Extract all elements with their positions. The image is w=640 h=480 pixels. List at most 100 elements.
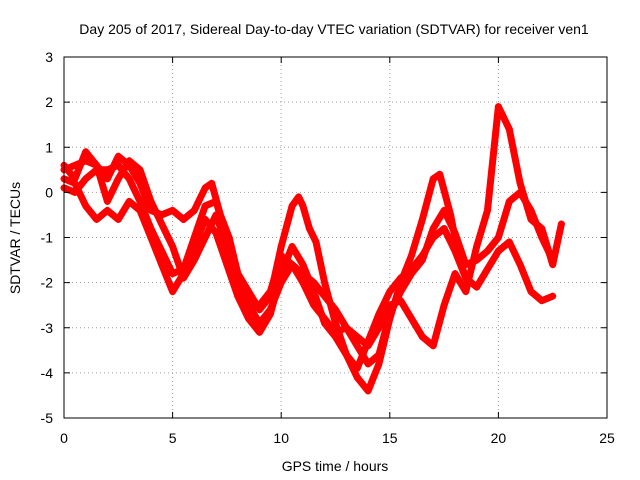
data-point-marker: [386, 301, 394, 309]
data-point-marker: [208, 179, 216, 187]
data-point-marker: [234, 279, 242, 287]
data-point-marker: [332, 319, 339, 327]
data-point-marker: [473, 283, 481, 291]
data-point-marker: [451, 229, 459, 237]
data-point-marker: [397, 297, 405, 305]
y-tick-label: 1: [45, 139, 53, 155]
data-point-marker: [136, 206, 144, 214]
data-point-marker: [484, 265, 492, 273]
data-point-marker: [353, 364, 361, 372]
data-point-marker: [538, 297, 546, 305]
data-point-marker: [440, 301, 448, 309]
data-point-marker: [418, 215, 426, 223]
data-point-marker: [190, 243, 198, 251]
data-point-marker: [255, 328, 263, 336]
data-point-marker: [332, 306, 339, 314]
data-point-marker: [484, 247, 492, 255]
data-point-marker: [451, 247, 459, 255]
data-point-marker: [342, 324, 350, 332]
data-point-marker: [93, 161, 101, 169]
data-point-marker: [418, 252, 426, 260]
data-point-marker: [440, 224, 448, 232]
data-point-marker: [451, 270, 459, 278]
data-point-marker: [505, 197, 513, 205]
data-point-marker: [408, 265, 416, 273]
data-point-marker: [375, 310, 383, 318]
data-point-marker: [312, 238, 320, 246]
data-point-marker: [212, 229, 220, 237]
data-point-marker: [538, 224, 546, 232]
data-point-marker: [114, 175, 122, 183]
data-point-marker: [82, 202, 90, 210]
data-point-marker: [103, 206, 111, 214]
data-point-marker: [386, 288, 394, 296]
data-point-marker: [353, 373, 361, 381]
data-point-marker: [179, 215, 187, 223]
x-axis-label: GPS time / hours: [282, 458, 389, 474]
data-point-marker: [299, 202, 307, 210]
data-point-marker: [190, 256, 198, 264]
data-point-marker: [114, 161, 122, 169]
data-point-marker: [266, 288, 274, 296]
data-point-marker: [505, 125, 513, 133]
data-point-marker: [299, 261, 307, 269]
data-point-marker: [169, 288, 177, 296]
series-track-4: [60, 103, 565, 350]
data-point-marker: [429, 175, 437, 183]
data-point-marker: [332, 328, 339, 336]
data-point-marker: [114, 152, 122, 160]
data-point-marker: [169, 206, 177, 214]
data-point-marker: [288, 261, 296, 269]
x-tick-label: 20: [491, 430, 507, 446]
data-point-marker: [288, 202, 296, 210]
data-point-marker: [484, 206, 492, 214]
x-tick-label: 0: [60, 430, 68, 446]
data-point-marker: [201, 215, 209, 223]
data-point-marker: [71, 175, 79, 183]
data-point-marker: [494, 247, 502, 255]
data-point-marker: [353, 333, 361, 341]
data-point-marker: [125, 197, 133, 205]
x-tick-label: 10: [273, 430, 289, 446]
data-point-marker: [212, 197, 220, 205]
data-point-marker: [255, 301, 263, 309]
data-point-marker: [201, 202, 209, 210]
chart-title: Day 205 of 2017, Sidereal Day-to-day VTE…: [79, 21, 589, 37]
y-tick-label: 0: [45, 184, 53, 200]
data-point-marker: [364, 342, 372, 350]
data-point-marker: [557, 220, 565, 228]
data-point-marker: [82, 175, 90, 183]
data-point-marker: [190, 206, 198, 214]
data-point-marker: [103, 197, 111, 205]
data-point-marker: [436, 170, 444, 178]
data-point-marker: [429, 342, 437, 350]
y-tick-label: -2: [41, 275, 54, 291]
data-point-marker: [103, 175, 111, 183]
data-point-marker: [408, 315, 416, 323]
data-point-marker: [321, 315, 329, 323]
data-point-marker: [277, 252, 285, 260]
data-point-marker: [223, 243, 231, 251]
axis-ticks: 0 5 10 15 20 25 -5 -4 -3 -2 -1 0 1 2 3: [41, 49, 615, 446]
data-point-marker: [212, 211, 220, 219]
data-point-marker: [201, 184, 209, 192]
data-point-marker: [364, 387, 372, 395]
data-point-marker: [125, 157, 133, 165]
data-point-marker: [245, 306, 253, 314]
data-point-marker: [158, 261, 166, 269]
data-point-marker: [353, 342, 361, 350]
data-point-marker: [473, 243, 481, 251]
data-point-marker: [305, 224, 313, 232]
data-point-marker: [169, 270, 177, 278]
data-point-marker: [440, 206, 448, 214]
data-point-marker: [158, 220, 166, 228]
y-axis-label: SDTVAR / TECUs: [7, 182, 23, 294]
data-point-marker: [277, 243, 285, 251]
data-point-marker: [375, 351, 383, 359]
data-point-marker: [342, 351, 350, 359]
data-point-marker: [462, 288, 470, 296]
data-point-marker: [299, 279, 307, 287]
data-point-marker: [114, 215, 122, 223]
data-point-marker: [494, 234, 502, 241]
data-point-marker: [375, 360, 383, 368]
